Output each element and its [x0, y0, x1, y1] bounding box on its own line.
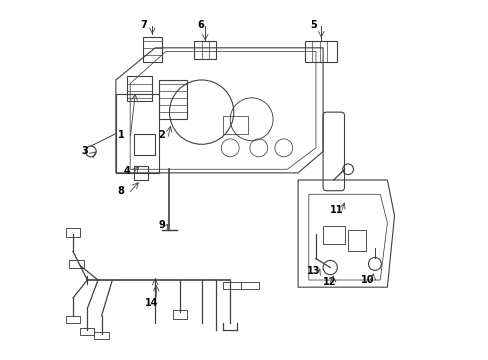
Bar [66, 228, 80, 237]
Text: 4: 4 [123, 166, 130, 176]
Text: 10: 10 [360, 275, 374, 285]
Text: 13: 13 [307, 266, 320, 276]
Text: 8: 8 [118, 186, 124, 196]
Bar [173, 310, 187, 319]
Bar [80, 328, 94, 336]
Bar [241, 282, 258, 289]
Text: 7: 7 [140, 19, 147, 30]
Bar [223, 116, 247, 134]
Text: 12: 12 [322, 277, 336, 287]
Text: 9: 9 [158, 220, 164, 230]
Bar [223, 282, 241, 289]
Bar [134, 166, 148, 180]
Text: 11: 11 [329, 205, 343, 215]
Bar [94, 332, 108, 339]
Text: 5: 5 [310, 19, 317, 30]
Bar [66, 316, 80, 323]
Text: 6: 6 [197, 19, 204, 30]
Bar [323, 226, 344, 244]
Bar [134, 134, 155, 155]
Bar [69, 260, 83, 267]
Text: 1: 1 [118, 130, 124, 140]
Text: 2: 2 [158, 130, 164, 140]
Text: 14: 14 [144, 298, 158, 308]
Bar [116, 94, 159, 173]
Text: 3: 3 [81, 147, 88, 157]
Bar [347, 230, 365, 251]
